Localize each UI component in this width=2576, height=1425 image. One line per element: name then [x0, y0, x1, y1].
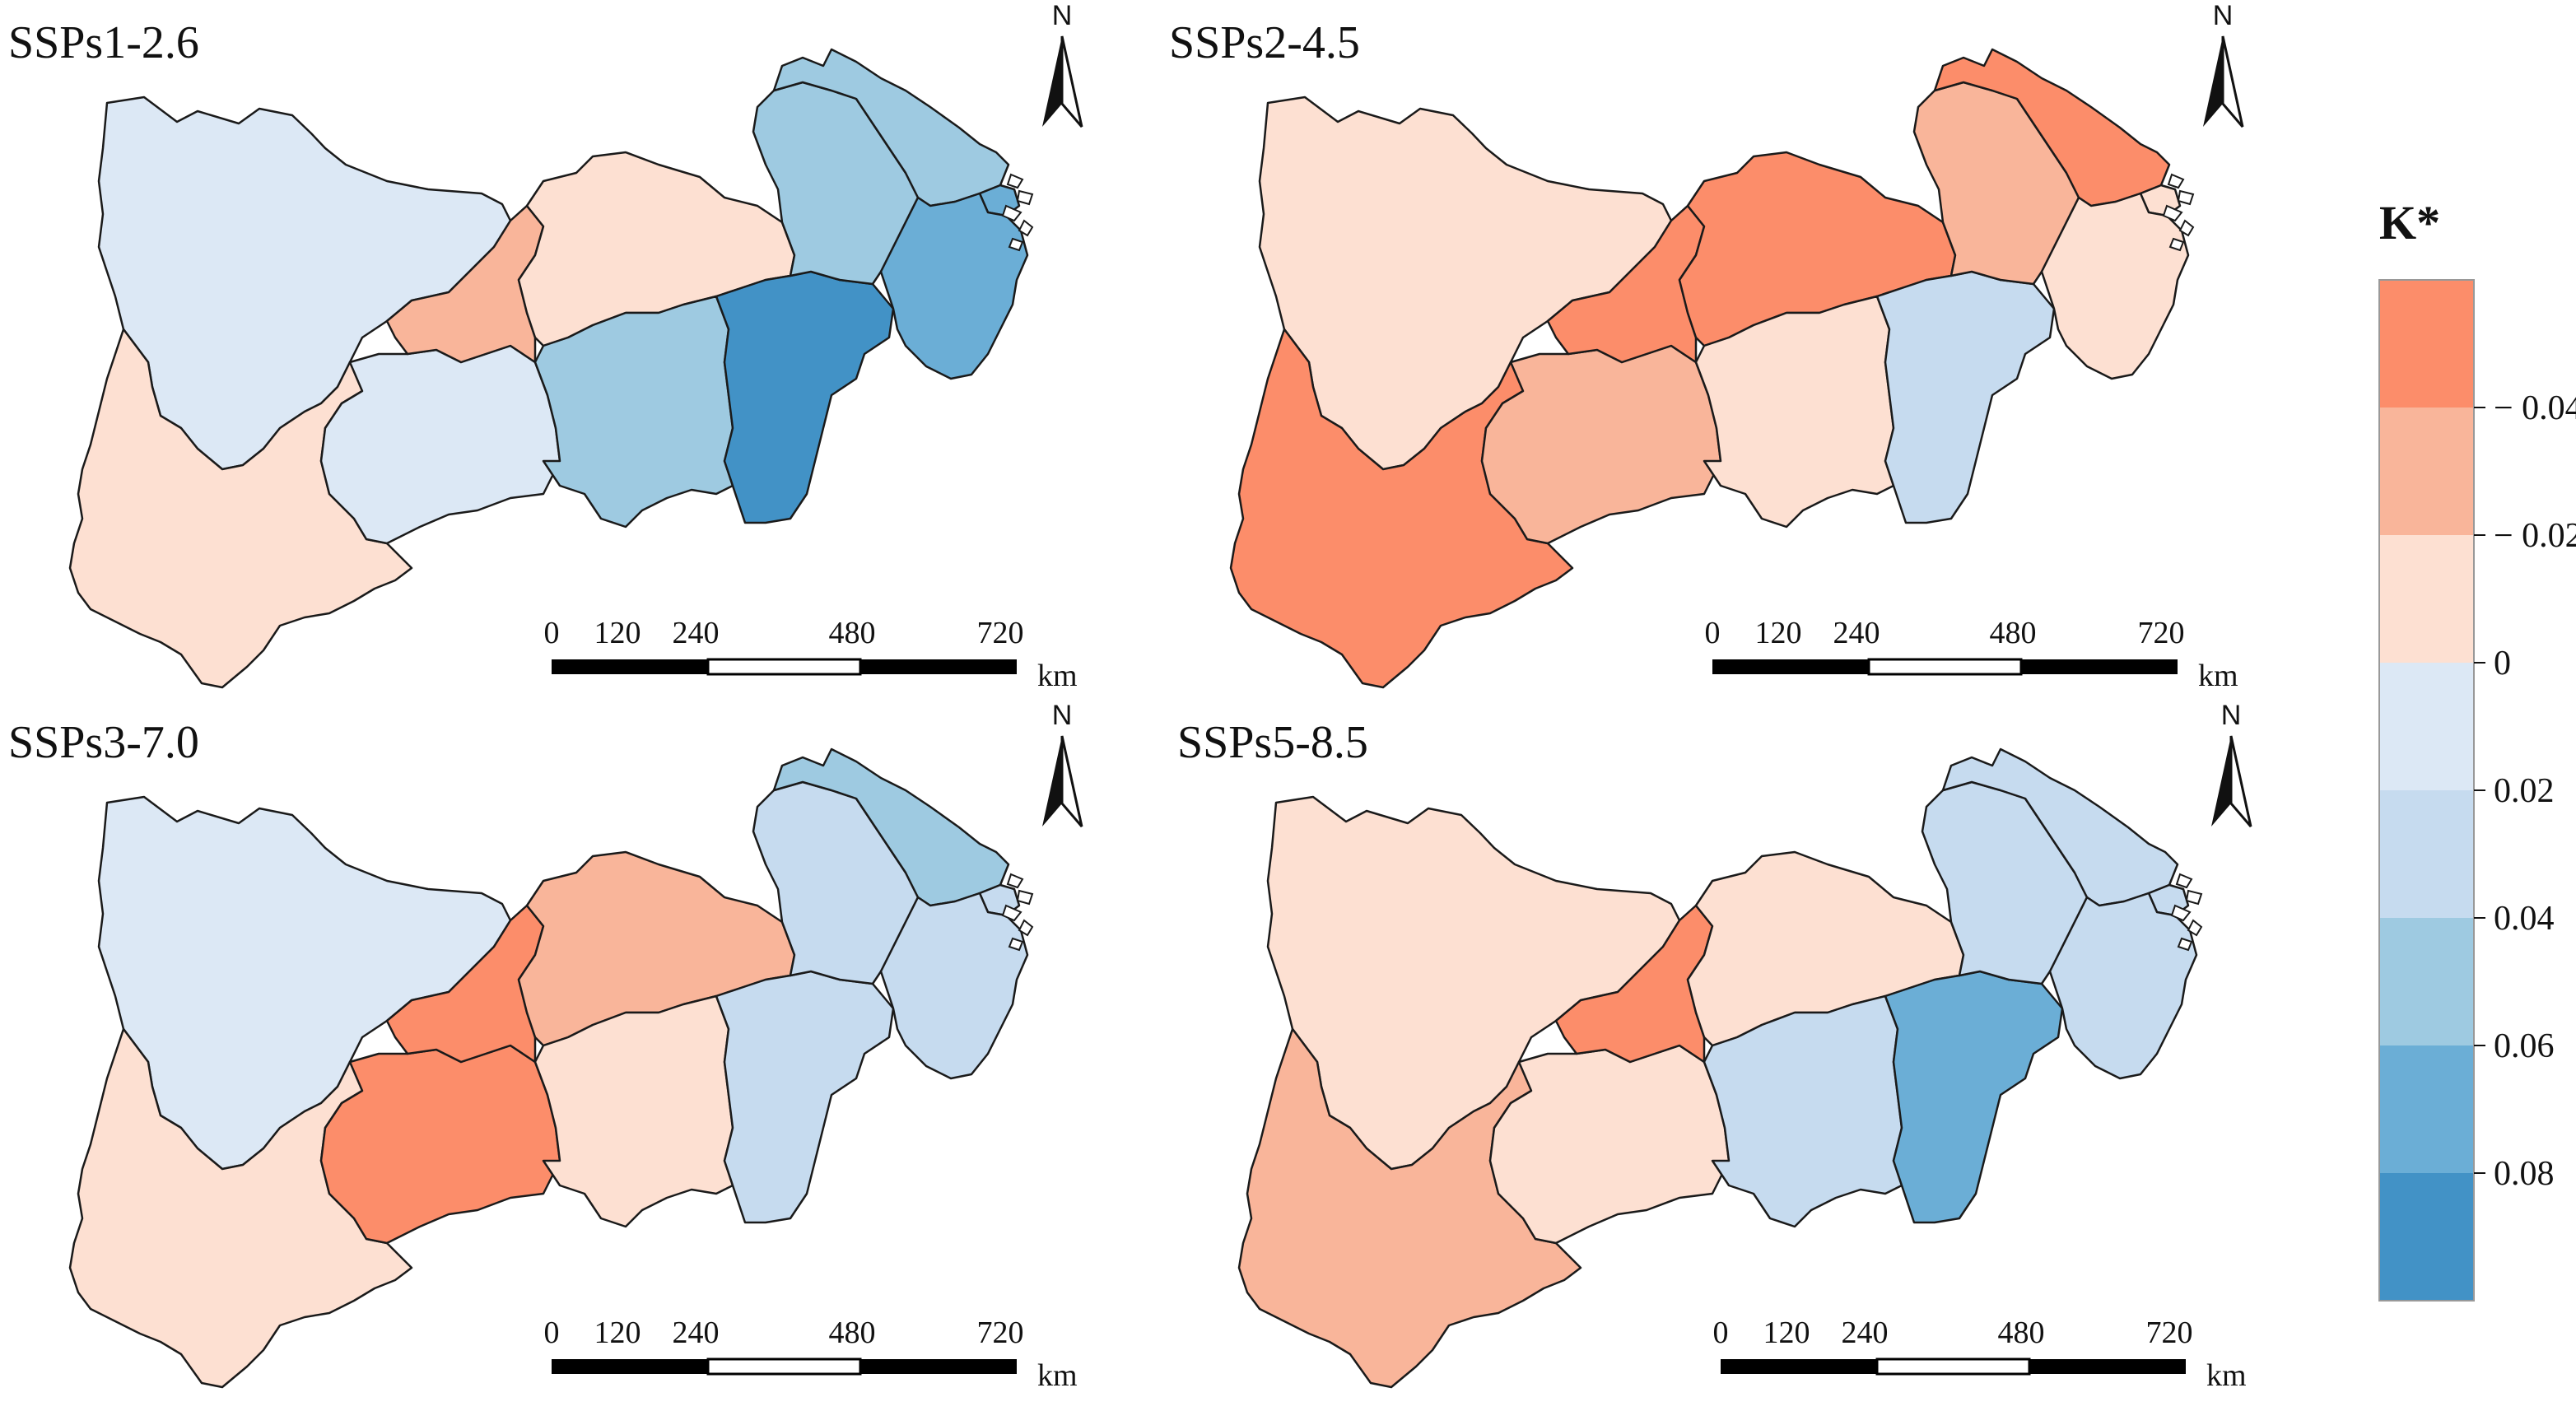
scale-unit: km [2198, 659, 2238, 693]
scale-tick: 120 [594, 1316, 641, 1350]
scale-unit: km [2206, 1358, 2247, 1393]
province-zhejiang [2048, 892, 2198, 1080]
north-arrow: N [2211, 700, 2252, 827]
legend-title: K* [2379, 196, 2440, 249]
province-zhejiang [879, 192, 1029, 380]
province-zhejiang [2040, 192, 2190, 380]
legend-bin [2379, 790, 2474, 918]
scale-tick: 0 [544, 616, 560, 650]
panel-title: SSPs5-8.5 [1177, 717, 1368, 768]
north-arrow-label: N [1052, 700, 1073, 731]
map-panel-ssp370: SSPs3-7.0 N 0 120 240 480 [8, 700, 1083, 1393]
province-jiangxi [1884, 970, 2064, 1224]
province-yunnan [1229, 328, 1574, 689]
north-arrow: N [1042, 0, 1083, 128]
province-hunan [533, 295, 734, 529]
province-zhejiang [879, 892, 1029, 1080]
scale-bar: 0 120 240 480 720 km [1705, 616, 2238, 693]
north-arrow: N [2203, 0, 2244, 128]
map-panel-ssp585: SSPs5-8.5 N 0 120 240 480 [1177, 700, 2252, 1393]
legend-bin [2379, 407, 2474, 535]
panel-title: SSPs2-4.5 [1169, 17, 1360, 68]
province-guizhou [1480, 344, 1722, 545]
scale-tick: 120 [1755, 616, 1802, 650]
scale-tick: 0 [1713, 1316, 1729, 1350]
province-jiangsu [1941, 747, 2179, 907]
panel-title: SSPs1-2.6 [8, 17, 199, 68]
legend-bin [2379, 1173, 2474, 1301]
province-map [1237, 747, 2202, 1389]
scale-bar: 0 120 240 480 720 km [544, 616, 1078, 693]
legend-label: 0.06 [2494, 1027, 2555, 1065]
scale-unit: km [1037, 1358, 1078, 1393]
legend-label: 0 [2494, 645, 2511, 682]
scale-tick: 120 [1763, 1316, 1810, 1350]
scale-tick: 120 [594, 616, 641, 650]
province-map [68, 48, 1033, 689]
legend-label: − 0.04 [2494, 389, 2576, 427]
scale-tick: 240 [673, 1316, 720, 1350]
scale-tick: 480 [1990, 616, 2037, 650]
province-hunan [1703, 994, 1903, 1228]
province-jiangxi [715, 970, 895, 1224]
scale-tick: 720 [977, 1316, 1024, 1350]
legend-bin [2379, 1045, 2474, 1173]
legend-bin [2379, 663, 2474, 790]
province-yunnan [68, 1027, 413, 1389]
north-arrow-icon [2211, 736, 2231, 827]
north-arrow-label: N [2213, 0, 2234, 31]
province-jiangsu [772, 48, 1010, 207]
map-panel-ssp126: SSPs1-2.6 N 0 120 240 480 [8, 0, 1083, 693]
province-guizhou [319, 344, 561, 545]
province-hunan [533, 994, 734, 1228]
map-panel-ssp245: SSPs2-4.5 N 0 120 240 480 [1169, 0, 2244, 693]
scale-tick: 720 [2146, 1316, 2193, 1350]
scale-tick: 720 [2138, 616, 2185, 650]
scale-tick: 480 [829, 616, 876, 650]
scale-bar: 0 120 240 480 720 km [544, 1316, 1078, 1393]
scale-tick: 240 [673, 616, 720, 650]
scale-tick: 0 [1705, 616, 1721, 650]
north-arrow-icon [2203, 36, 2223, 127]
province-map [68, 747, 1033, 1389]
scale-bar: 0 120 240 480 720 km [1713, 1316, 2247, 1393]
north-arrow-label: N [2221, 700, 2242, 731]
legend-bin [2379, 535, 2474, 663]
legend-bin [2379, 280, 2474, 407]
legend-label: 0.04 [2494, 900, 2555, 938]
north-arrow-label: N [1052, 0, 1073, 31]
scale-tick: 480 [1998, 1316, 2045, 1350]
legend-bin [2379, 918, 2474, 1045]
legend-label: 0.08 [2494, 1155, 2555, 1193]
province-jiangsu [772, 747, 1010, 907]
legend-label: 0.02 [2494, 772, 2555, 810]
scale-tick: 240 [1833, 616, 1880, 650]
panel-title: SSPs3-7.0 [8, 717, 199, 768]
scale-tick: 0 [544, 1316, 560, 1350]
province-yunnan [1237, 1027, 1582, 1389]
scale-tick: 720 [977, 616, 1024, 650]
north-arrow-icon [1042, 36, 1062, 127]
scale-unit: km [1037, 659, 1078, 693]
north-arrow-icon [1042, 736, 1062, 827]
province-jiangxi [715, 270, 895, 524]
province-jiangsu [1933, 48, 2171, 207]
province-yunnan [68, 328, 413, 689]
province-guizhou [319, 1044, 561, 1245]
province-map [1229, 48, 2194, 689]
scale-tick: 240 [1842, 1316, 1889, 1350]
color-legend: K* − 0.04 − 0.02 0 0.02 0.04 0.06 0.08 [2378, 196, 2576, 1302]
province-jiangxi [1875, 270, 2056, 524]
north-arrow: N [1042, 700, 1083, 827]
legend-label: − 0.02 [2494, 517, 2576, 555]
province-hunan [1694, 295, 1895, 529]
scale-tick: 480 [829, 1316, 876, 1350]
province-guizhou [1488, 1044, 1731, 1245]
